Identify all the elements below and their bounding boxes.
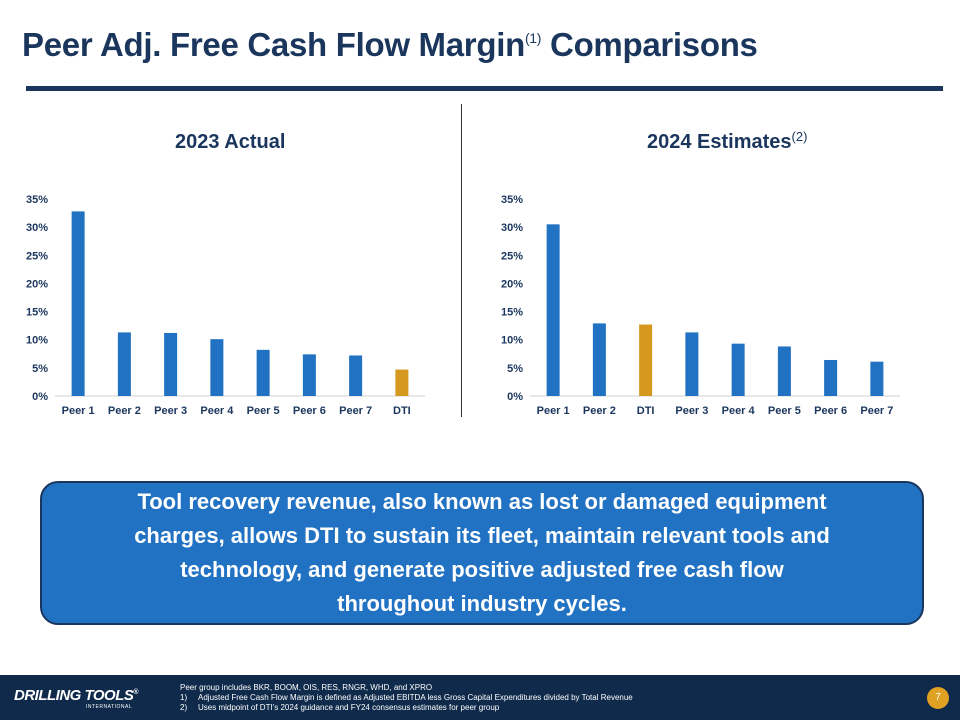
y-tick-label: 5%: [507, 363, 523, 375]
x-tick-label: Peer 7: [339, 405, 372, 417]
y-tick-label: 5%: [32, 363, 48, 375]
chart-divider: [461, 104, 462, 417]
x-tick-label: Peer 5: [768, 405, 801, 417]
page-number: 7: [927, 687, 949, 709]
logo-text: DRILLING TOOLS: [14, 687, 134, 704]
bar-peer-1: [546, 224, 560, 396]
x-tick-label: Peer 3: [675, 405, 708, 417]
x-tick-label: Peer 6: [293, 405, 326, 417]
y-tick-label: 15%: [26, 307, 48, 319]
bar-peer-4: [210, 339, 224, 396]
x-tick-label: Peer 1: [62, 405, 95, 417]
bar-peer-5: [256, 349, 270, 396]
bar-chart-2024-estimates: 0% 5% 10% 15% 20% 25% 30% 35% Peer 1 Peer 2 DTI Pee…: [501, 194, 900, 417]
chart-title-2024-footnote: (2): [791, 129, 808, 144]
callout-text: Tool recovery revenue, also known as los…: [72, 485, 892, 621]
x-tick-label: Peer 1: [537, 405, 570, 417]
y-tick-label: 10%: [501, 335, 523, 347]
callout-line: Tool recovery revenue, also known as los…: [137, 489, 827, 514]
bar-peer-7: [349, 355, 363, 396]
company-logo: DRILLING TOOLS®: [14, 687, 139, 704]
callout-line: technology, and generate positive adjust…: [180, 557, 784, 582]
chart-title-2024-text: 2024 Estimates: [647, 131, 792, 153]
bar-peer-1: [71, 211, 85, 396]
footnote-2: 2) Uses midpoint of DTI's 2024 guidance a…: [180, 703, 633, 713]
bar-peer-2: [117, 332, 131, 396]
x-tick-label: Peer 4: [200, 405, 234, 417]
bar-dti: [395, 369, 409, 396]
bar-peer-7: [870, 361, 884, 396]
y-tick-label: 0%: [507, 391, 523, 403]
bar-peer-3: [685, 332, 699, 396]
footnote-number: 1): [180, 693, 188, 702]
x-tick-label: Peer 3: [154, 405, 187, 417]
footnote-number: 2): [180, 703, 188, 712]
x-tick-label: Peer 5: [247, 405, 280, 417]
bar-peer-2: [592, 323, 606, 396]
footer-bar: DRILLING TOOLS® INTERNATIONAL Peer group…: [0, 675, 960, 720]
chart-title-2024: 2024 Estimates(2): [647, 129, 808, 154]
x-tick-label: Peer 4: [722, 405, 756, 417]
peer-group-note: Peer group includes BKR, BOOM, OIS, RES,…: [180, 683, 433, 692]
y-tick-label: 15%: [501, 307, 523, 319]
bar-dti: [639, 324, 653, 396]
y-tick-label: 35%: [26, 194, 48, 206]
y-tick-label: 0%: [32, 391, 48, 403]
y-tick-label: 25%: [26, 250, 48, 262]
x-tick-label: Peer 2: [583, 405, 616, 417]
chart-title-2023-text: 2023 Actual: [175, 131, 286, 153]
y-tick-label: 30%: [26, 222, 48, 234]
page-title-suffix: Comparisons: [550, 26, 758, 63]
x-tick-label: DTI: [393, 405, 411, 417]
y-tick-label: 35%: [501, 194, 523, 206]
footnote-1: 1) Adjusted Free Cash Flow Margin is defi…: [180, 693, 633, 703]
y-tick-label: 20%: [26, 278, 48, 290]
footnote-text: Uses midpoint of DTI's 2024 guidance and…: [198, 703, 500, 712]
footnote-text: Adjusted Free Cash Flow Margin is define…: [198, 693, 633, 702]
x-tick-label: Peer 6: [814, 405, 847, 417]
y-tick-label: 10%: [26, 335, 48, 347]
bar-peer-6: [302, 354, 316, 396]
bar-chart-2023-actual: 0% 5% 10% 15% 20% 25% 30% 35% Peer 1 Peer 2 Peer 3…: [26, 194, 425, 417]
title-rule: [26, 86, 943, 91]
page-title-main: Peer Adj. Free Cash Flow Margin: [22, 26, 525, 63]
callout-box: Tool recovery revenue, also known as los…: [40, 481, 924, 625]
logo-registered-mark: ®: [133, 689, 139, 696]
bar-peer-4: [731, 343, 745, 396]
chart-title-2023: 2023 Actual: [175, 131, 285, 154]
page-title: Peer Adj. Free Cash Flow Margin(1) Compa…: [22, 26, 758, 64]
y-tick-label: 25%: [501, 250, 523, 262]
title-footnote-ref: (1): [524, 30, 542, 46]
bar-peer-5: [777, 346, 791, 396]
footnotes: Peer group includes BKR, BOOM, OIS, RES,…: [180, 683, 633, 713]
y-tick-label: 30%: [501, 222, 523, 234]
x-tick-label: DTI: [637, 405, 655, 417]
bar-peer-3: [164, 332, 178, 396]
bar-peer-6: [824, 359, 838, 396]
y-tick-label: 20%: [501, 278, 523, 290]
callout-line: throughout industry cycles.: [337, 591, 627, 616]
x-tick-label: Peer 2: [108, 405, 141, 417]
logo-subtitle: INTERNATIONAL: [86, 704, 133, 710]
callout-line: charges, allows DTI to sustain its fleet…: [134, 523, 830, 548]
x-tick-label: Peer 7: [860, 405, 893, 417]
